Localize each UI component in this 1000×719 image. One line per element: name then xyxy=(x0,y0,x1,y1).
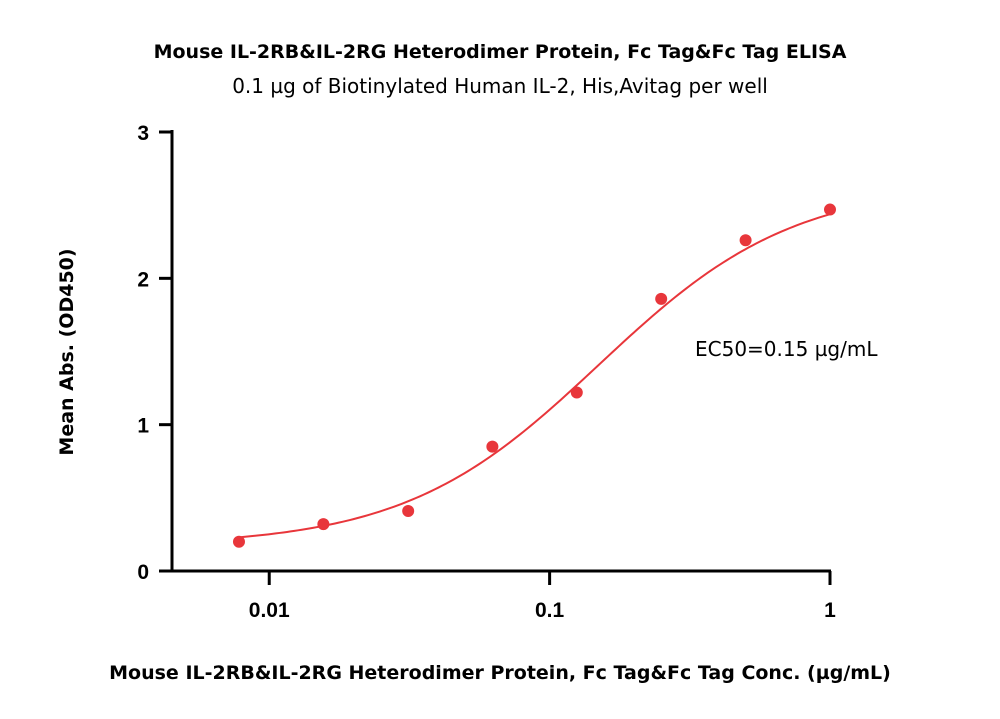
x-tick-label: 0.01 xyxy=(249,599,290,622)
data-point xyxy=(570,386,583,399)
data-point xyxy=(739,234,752,247)
x-tick-label: 0.1 xyxy=(535,599,565,622)
data-point xyxy=(824,203,836,216)
chart-subtitle: 0.1 µg of Biotinylated Human IL-2, His,A… xyxy=(232,74,768,98)
data-point xyxy=(232,535,245,548)
y-ticks: 0 1 2 3 xyxy=(137,122,172,584)
y-tick-label: 3 xyxy=(137,122,149,145)
y-tick-label: 2 xyxy=(137,268,149,291)
x-ticks: 0.01 0.1 1 xyxy=(249,571,836,622)
fit-curve xyxy=(238,213,831,539)
data-points xyxy=(232,203,836,548)
data-point xyxy=(486,440,499,453)
data-point xyxy=(402,505,415,518)
axes xyxy=(170,130,831,573)
x-tick-label: 1 xyxy=(824,599,836,622)
ec50-annotation: EC50=0.15 µg/mL xyxy=(695,337,878,361)
x-axis-label: Mouse IL-2RB&IL-2RG Heterodimer Protein,… xyxy=(109,662,891,684)
data-point xyxy=(655,292,668,305)
chart-title: Mouse IL-2RB&IL-2RG Heterodimer Protein,… xyxy=(154,41,847,63)
y-axis-label: Mean Abs. (OD450) xyxy=(56,248,78,455)
y-tick-label: 0 xyxy=(137,561,149,584)
data-point xyxy=(317,518,330,531)
y-tick-label: 1 xyxy=(137,415,149,438)
